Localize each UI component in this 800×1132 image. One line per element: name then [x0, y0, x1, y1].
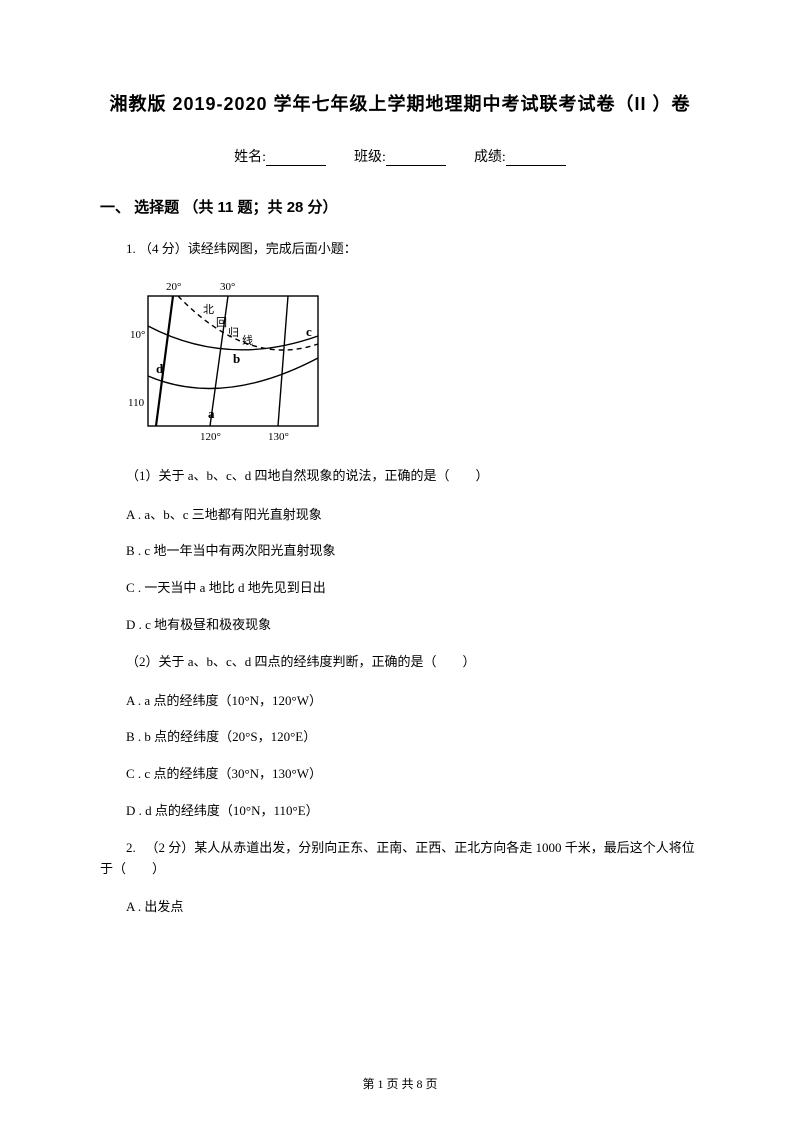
- score-blank: [506, 152, 566, 166]
- q1-opt2C: C . c 点的经纬度（30°N，130°W）: [100, 764, 700, 785]
- lbl-t20: 20°: [166, 281, 181, 293]
- dash-ch3: 归: [228, 325, 239, 339]
- score-label: 成绩:: [474, 150, 506, 165]
- q1-opt2A: A . a 点的经纬度（10°N，120°W）: [100, 691, 700, 712]
- q1-optD: D . c 地有极昼和极夜现象: [100, 615, 700, 636]
- page-footer: 第 1 页 共 8 页: [0, 1075, 800, 1092]
- q2-optA: A . 出发点: [100, 897, 700, 918]
- dash-ch2: 回: [216, 316, 227, 329]
- q1-opt2D: D . d 点的经纬度（10°N，110°E）: [100, 801, 700, 822]
- q2-stem: 2. （2 分）某人从赤道出发，分别向正东、正南、正西、正北方向各走 1000 …: [100, 838, 700, 880]
- info-row: 姓名: 班级: 成绩:: [100, 146, 700, 166]
- q1-optA: A . a、b、c 三地都有阳光直射现象: [100, 505, 700, 526]
- grid-figure: 10° 110 20° 30° 120° 130° a b c d 北 回: [128, 278, 338, 448]
- lbl-b120: 120°: [200, 431, 221, 443]
- name-label: 姓名:: [234, 150, 266, 165]
- q1-sub2: （2）关于 a、b、c、d 四点的经纬度判断，正确的是（ ）: [100, 652, 700, 673]
- lbl-b130: 130°: [268, 431, 289, 443]
- node-a: a: [208, 406, 215, 421]
- page-title: 湘教版 2019-2020 学年七年级上学期地理期中考试联考试卷（II ）卷: [100, 90, 700, 116]
- q1-optB: B . c 地一年当中有两次阳光直射现象: [100, 541, 700, 562]
- q1-stem: 1. （4 分）读经纬网图，完成后面小题：: [100, 239, 700, 260]
- dash-ch1: 北: [203, 303, 214, 316]
- q1-opt2B: B . b 点的经纬度（20°S，120°E）: [100, 727, 700, 748]
- q1-optC: C . 一天当中 a 地比 d 地先见到日出: [100, 578, 700, 599]
- class-blank: [386, 152, 446, 166]
- section-heading: 一、 选择题 （共 11 题；共 28 分）: [100, 196, 700, 217]
- node-d: d: [156, 361, 164, 376]
- lbl-t30: 30°: [220, 281, 235, 293]
- dash-ch4: 线: [242, 333, 253, 347]
- node-b: b: [233, 351, 240, 366]
- q1-sub1: （1）关于 a、b、c、d 四地自然现象的说法，正确的是（ ）: [100, 466, 700, 487]
- name-blank: [266, 152, 326, 166]
- lbl-10: 10°: [130, 329, 145, 341]
- lbl-110: 110: [128, 397, 145, 409]
- node-c: c: [306, 324, 312, 339]
- class-label: 班级:: [354, 150, 386, 165]
